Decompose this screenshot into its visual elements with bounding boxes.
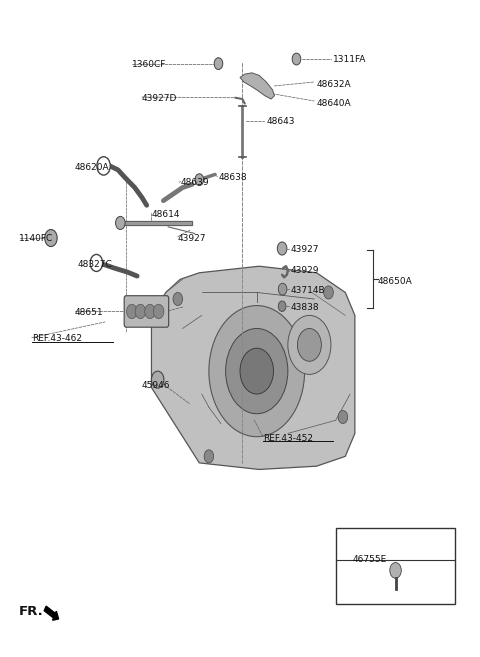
Circle shape	[214, 58, 223, 70]
Circle shape	[195, 173, 204, 185]
Text: 48650A: 48650A	[378, 277, 413, 286]
Text: 1360CF: 1360CF	[132, 60, 167, 69]
Text: 43927: 43927	[290, 245, 319, 254]
Text: 48638: 48638	[218, 173, 247, 181]
Circle shape	[204, 450, 214, 463]
Text: 43714B: 43714B	[290, 286, 325, 295]
Text: 1311FA: 1311FA	[333, 55, 367, 64]
Circle shape	[390, 562, 401, 578]
Circle shape	[278, 283, 287, 295]
Circle shape	[116, 216, 125, 229]
Circle shape	[324, 286, 333, 299]
Text: 1140FC: 1140FC	[19, 233, 53, 242]
Circle shape	[298, 328, 322, 361]
Circle shape	[209, 306, 305, 437]
Circle shape	[97, 157, 110, 175]
Polygon shape	[121, 221, 192, 225]
Circle shape	[135, 304, 146, 319]
Circle shape	[338, 411, 348, 424]
Text: 48643: 48643	[266, 118, 295, 127]
Text: 48614: 48614	[152, 210, 180, 219]
FancyArrow shape	[44, 606, 59, 620]
Text: 43929: 43929	[290, 266, 319, 275]
Text: 48620A: 48620A	[75, 164, 109, 172]
Text: 45946: 45946	[142, 381, 170, 390]
Text: REF.43-452: REF.43-452	[263, 434, 313, 443]
Text: 46755E: 46755E	[352, 555, 387, 564]
Circle shape	[288, 315, 331, 374]
Circle shape	[277, 242, 287, 255]
Circle shape	[152, 371, 164, 388]
Bar	[336, 528, 456, 604]
Circle shape	[154, 304, 164, 319]
Circle shape	[240, 348, 274, 394]
Text: 43838: 43838	[290, 303, 319, 312]
FancyBboxPatch shape	[124, 296, 168, 327]
Text: 48651: 48651	[75, 308, 104, 317]
Text: 43927D: 43927D	[142, 94, 177, 103]
Circle shape	[145, 304, 156, 319]
Circle shape	[127, 304, 137, 319]
Circle shape	[226, 328, 288, 414]
Text: 48327C: 48327C	[77, 260, 112, 269]
Circle shape	[278, 301, 286, 311]
Polygon shape	[152, 266, 355, 470]
Circle shape	[292, 53, 301, 65]
Circle shape	[173, 292, 182, 306]
Circle shape	[90, 254, 103, 271]
Polygon shape	[240, 73, 275, 99]
Text: 43927: 43927	[178, 233, 206, 242]
Text: REF.43-462: REF.43-462	[32, 334, 82, 344]
Circle shape	[45, 229, 57, 246]
Text: FR.: FR.	[19, 605, 44, 618]
Text: 48640A: 48640A	[317, 99, 351, 108]
Text: 48632A: 48632A	[317, 80, 351, 89]
Text: 48639: 48639	[180, 179, 209, 187]
